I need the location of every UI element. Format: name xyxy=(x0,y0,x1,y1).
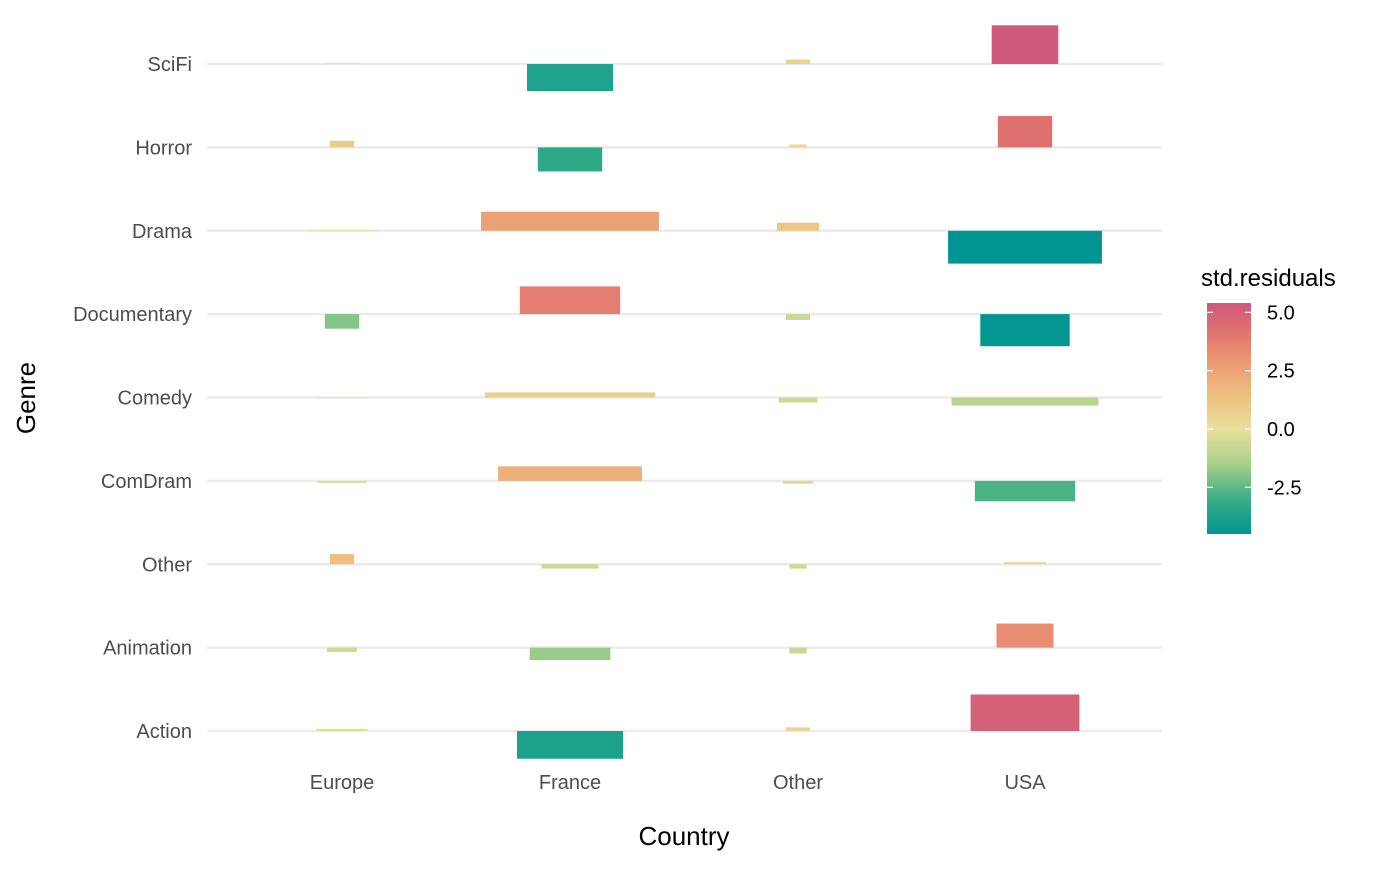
bar-usa-action xyxy=(970,694,1080,731)
bar-usa-comedy xyxy=(951,397,1099,406)
legend-tick-label: 5.0 xyxy=(1267,302,1295,324)
bar-france-scifi xyxy=(527,64,613,92)
bar-usa-documentary xyxy=(980,314,1070,347)
bar-europe-comdram xyxy=(317,480,367,484)
y-tick-label-scifi: SciFi xyxy=(148,54,192,76)
x-tick-label-france: France xyxy=(539,772,601,794)
bar-usa-drama xyxy=(948,230,1102,264)
bar-france-comedy xyxy=(484,392,656,398)
bar-europe-comedy xyxy=(317,397,367,399)
legend-ticks: 5.0 2.5 0.0 -2.5 xyxy=(1207,302,1301,499)
y-tick-label-animation: Animation xyxy=(103,638,192,660)
bar-france-other xyxy=(541,564,599,569)
bar-france-drama xyxy=(481,211,659,231)
bar-other-horror xyxy=(789,144,807,148)
legend-tick-label: 0.0 xyxy=(1267,419,1295,441)
y-tick-label-comdram: ComDram xyxy=(101,471,192,493)
y-tick-label-comedy: Comedy xyxy=(118,388,192,410)
bar-france-documentary xyxy=(519,286,621,315)
bar-europe-horror xyxy=(329,140,355,148)
bar-europe-drama xyxy=(306,230,378,231)
color-legend: std.residuals 5.0 2.5 0.0 -2.5 xyxy=(1201,265,1336,534)
x-tick-label-europe: Europe xyxy=(310,772,375,794)
y-tick-label-horror: Horror xyxy=(135,137,192,159)
bar-usa-animation xyxy=(996,623,1054,648)
bar-other-comedy xyxy=(778,397,818,403)
bar-usa-other xyxy=(1003,562,1047,565)
y-tick-labels: Action Animation Other ComDram Comedy Documen… xyxy=(73,54,193,743)
bar-europe-documentary xyxy=(324,314,360,329)
bar-other-drama xyxy=(776,222,820,231)
bar-france-action xyxy=(516,731,624,759)
bar-usa-scifi xyxy=(991,25,1059,65)
legend-tick-label: -2.5 xyxy=(1267,477,1301,499)
x-tick-labels: Europe France Other USA xyxy=(310,772,1046,794)
x-axis-title: Country xyxy=(638,821,729,851)
legend-tick-label: 2.5 xyxy=(1267,361,1295,383)
x-tick-label-other: Other xyxy=(773,772,823,794)
y-tick-label-drama: Drama xyxy=(132,221,193,243)
x-tick-label-usa: USA xyxy=(1004,772,1046,794)
bar-europe-action xyxy=(316,728,368,731)
bar-france-horror xyxy=(537,147,603,172)
bar-usa-comdram xyxy=(974,480,1076,502)
y-tick-label-documentary: Documentary xyxy=(73,304,192,326)
bar-france-comdram xyxy=(498,466,642,481)
legend-title: std.residuals xyxy=(1201,265,1336,292)
legend-colorbar xyxy=(1207,303,1251,534)
bar-usa-horror xyxy=(997,115,1053,148)
bar-other-comdram xyxy=(783,480,813,484)
bar-europe-scifi xyxy=(324,63,360,65)
bar-other-documentary xyxy=(785,314,811,320)
bar-europe-other xyxy=(329,554,355,565)
bar-other-animation xyxy=(789,647,807,654)
bar-france-animation xyxy=(529,647,611,661)
y-axis-title: Genre xyxy=(11,362,41,434)
bar-europe-animation xyxy=(327,647,357,653)
bar-other-scifi xyxy=(785,59,811,64)
y-tick-label-action: Action xyxy=(136,721,192,743)
bars xyxy=(306,25,1102,759)
y-tick-label-other: Other xyxy=(142,554,192,576)
bar-other-other xyxy=(789,564,807,569)
bar-other-action xyxy=(785,727,811,731)
